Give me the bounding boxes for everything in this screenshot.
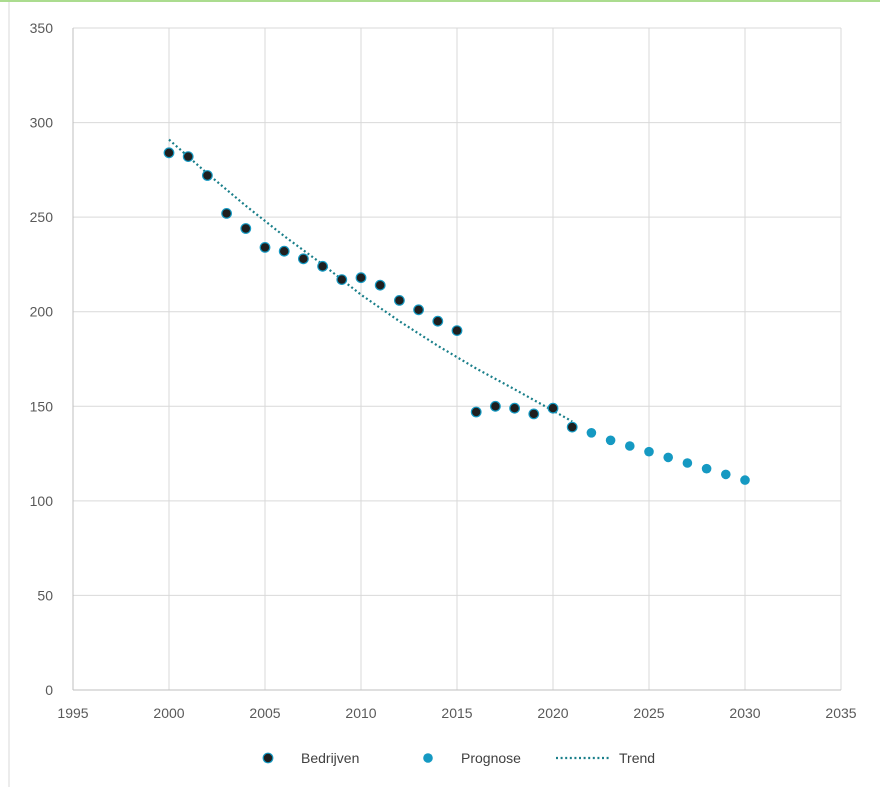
- y-tick-label: 350: [30, 20, 54, 36]
- prognose-point: [625, 441, 635, 451]
- y-tick-label: 150: [30, 398, 54, 414]
- bedrijven-point: [278, 245, 290, 257]
- prognose-point: [644, 446, 654, 457]
- bedrijven-point: [490, 400, 501, 412]
- bedrijven-point: [413, 304, 425, 316]
- bedrijven-point: [240, 223, 252, 234]
- x-tick-label: 2000: [153, 705, 184, 721]
- bedrijven-legend-marker: [262, 752, 274, 764]
- legend: Bedrijven Prognose Trend: [262, 750, 655, 766]
- bedrijven-point: [259, 241, 271, 253]
- x-tick-label: 2010: [345, 705, 376, 721]
- prognose-legend-marker: [423, 753, 433, 763]
- bedrijven-point: [336, 274, 348, 286]
- bedrijven-point: [451, 325, 463, 337]
- x-tick-labels: 1995 2000 2005 2010 2015 2020 2025 2030 2035: [57, 705, 856, 721]
- y-tick-label: 100: [30, 493, 54, 509]
- data-points: [163, 147, 750, 485]
- x-tick-label: 2030: [729, 705, 760, 721]
- y-tick-label: 0: [45, 682, 53, 698]
- x-tick-label: 2005: [249, 705, 280, 721]
- bedrijven-point: [201, 170, 213, 181]
- y-tick-label: 200: [30, 304, 54, 320]
- x-tick-label: 2035: [825, 705, 856, 721]
- bedrijven-point: [470, 406, 482, 418]
- bedrijven-point: [374, 279, 386, 291]
- bedrijven-point: [163, 147, 175, 159]
- prognose-point: [701, 463, 712, 474]
- trend-legend-label: Trend: [619, 750, 655, 766]
- trend-line: [168, 138, 573, 423]
- bedrijven-point: [394, 295, 405, 306]
- bedrijven-point: [355, 272, 367, 284]
- x-tick-label: 2020: [537, 705, 568, 721]
- y-tick-label: 250: [30, 209, 54, 225]
- x-tick-label: 2015: [441, 705, 472, 721]
- bedrijven-legend-label: Bedrijven: [301, 750, 359, 766]
- trend-series: [168, 138, 573, 423]
- prognose-legend-label: Prognose: [461, 750, 521, 766]
- y-tick-label: 300: [30, 115, 54, 131]
- x-tick-label: 2025: [633, 705, 664, 721]
- prognose-point: [721, 469, 731, 480]
- y-tick-label: 50: [37, 587, 53, 603]
- bedrijven-point: [432, 315, 444, 327]
- prognose-point: [682, 458, 693, 468]
- prognose-point: [586, 428, 597, 438]
- x-tick-label: 1995: [57, 705, 88, 721]
- gridlines: [73, 27, 842, 690]
- bedrijven-point: [317, 260, 329, 272]
- bedrijven-point: [528, 408, 540, 420]
- bedrijven-point: [509, 402, 520, 414]
- y-tick-labels: 0 50 100 150 200 250 300 350: [30, 20, 54, 698]
- axes: [72, 28, 841, 691]
- bedrijven-point: [547, 402, 559, 414]
- bedrijven-point: [221, 207, 233, 219]
- bedrijven-point: [566, 421, 578, 433]
- bedrijven-point: [298, 253, 309, 265]
- prognose-point: [605, 435, 616, 446]
- prognose-point: [663, 452, 673, 463]
- bedrijven-point: [182, 151, 194, 163]
- prognose-point: [740, 475, 750, 485]
